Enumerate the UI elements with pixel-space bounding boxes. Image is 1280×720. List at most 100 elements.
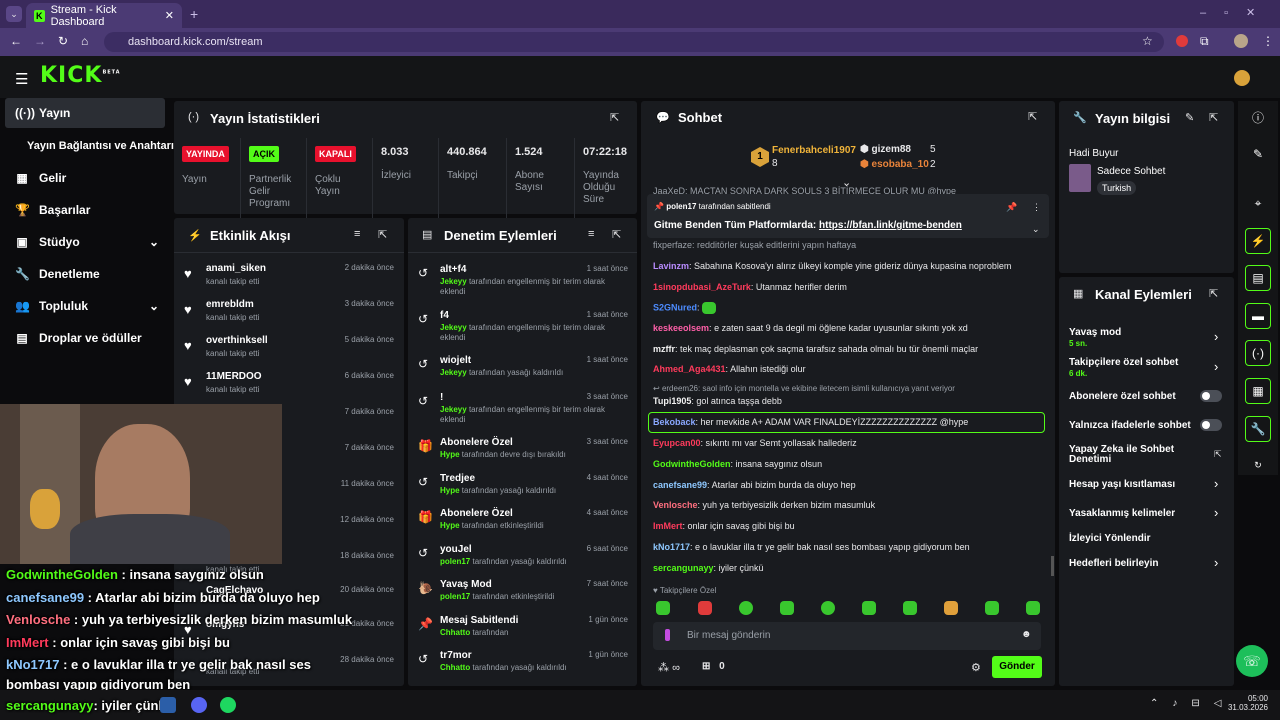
reset-icon[interactable]: ↻ <box>1254 459 1262 470</box>
mod-user[interactable]: Hype <box>440 486 460 495</box>
set-goals[interactable]: Hedefleri belirleyin <box>1069 558 1159 569</box>
mod-user[interactable]: Jekeyy <box>440 368 467 377</box>
unpin-icon[interactable]: 📌 <box>1006 202 1018 212</box>
chat-username[interactable]: keskeeolsem <box>653 323 710 333</box>
chat-username[interactable]: Venlosche <box>653 500 698 510</box>
chat-input[interactable]: Bir mesaj gönderin ☻ <box>653 622 1041 650</box>
chevron-down-icon[interactable]: ⌄ <box>1032 224 1040 234</box>
url-field[interactable]: dashboard.kick.com/stream <box>104 32 1164 52</box>
clock[interactable]: 05:00 31.03.2026 <box>1228 694 1268 712</box>
top-gifter-2[interactable]: ⬢ gizem88 <box>860 144 911 155</box>
menu-icon[interactable]: ⋮ <box>1262 34 1274 48</box>
extensions-icon[interactable]: ⧉ <box>1200 34 1209 48</box>
nav-item-gelir[interactable]: ▦ Gelir <box>5 163 165 193</box>
mod-user[interactable]: Jekeyy <box>440 323 467 332</box>
chevron-right-icon[interactable]: › <box>1214 359 1219 374</box>
mod-user[interactable]: Chhatto <box>440 663 471 672</box>
gear-icon[interactable]: ⚙ <box>971 662 981 674</box>
emote-icon[interactable] <box>656 601 670 615</box>
nav-item-basarilar[interactable]: 🏆 Başarılar <box>5 195 165 225</box>
tab-search-icon[interactable]: ⌄ <box>6 6 22 22</box>
chat-username[interactable]: Lavinzm <box>653 261 690 271</box>
filter-icon[interactable]: ≡ <box>354 228 361 240</box>
chat-username[interactable]: 1sinopdubasi_AzeTurk <box>653 282 751 292</box>
chat-username[interactable]: ImMert <box>653 521 683 531</box>
kick-logo[interactable]: KICKBETA <box>40 63 121 88</box>
activity-user[interactable]: emrebldm <box>206 299 254 310</box>
close-icon[interactable]: ✕ <box>164 10 174 22</box>
chat-username[interactable]: Bekoback <box>653 417 696 427</box>
top-gifter-name[interactable]: Fenerbahceli1907 <box>772 145 856 156</box>
subscribers-only-toggle[interactable] <box>1200 390 1222 402</box>
ai-moderation[interactable]: Yapay Zeka ile Sohbet Denetimi <box>1069 444 1175 465</box>
wrench-icon[interactable]: 🔧 <box>1245 416 1271 442</box>
taskbar-app-icon[interactable] <box>160 697 176 713</box>
more-icon[interactable]: ⋮ <box>1032 202 1041 212</box>
bookmark-star-icon[interactable]: ☆ <box>1142 34 1153 48</box>
chat-username[interactable]: Eyupcan00 <box>653 438 701 448</box>
window-controls[interactable]: –▫✕ <box>1200 7 1274 19</box>
nav-item-denetleme[interactable]: 🔧 Denetleme <box>5 259 165 289</box>
popout-icon[interactable]: ⇱ <box>1209 112 1219 124</box>
chevron-right-icon[interactable]: › <box>1214 476 1219 491</box>
mod-user[interactable]: Jekeyy <box>440 277 467 286</box>
user-avatar[interactable] <box>1234 70 1250 86</box>
edit-icon[interactable]: ✎ <box>1252 147 1264 161</box>
chevron-right-icon[interactable]: › <box>1214 505 1219 520</box>
mod-user[interactable]: Hype <box>440 521 460 530</box>
top-gifter-3[interactable]: ⬢ esobaba_10 <box>860 159 929 170</box>
chat-username[interactable]: canefsane99 <box>653 480 708 490</box>
nav-item-topluluk[interactable]: 👥 Topluluk ⌄ <box>5 291 165 321</box>
chevron-down-icon[interactable]: ⌄ <box>842 177 852 189</box>
emote-icon[interactable] <box>1026 601 1040 615</box>
external-link-icon[interactable]: ⇱ <box>1214 449 1222 459</box>
mod-user[interactable]: Hype <box>440 450 460 459</box>
chevron-right-icon[interactable]: › <box>1214 555 1219 570</box>
activity-user[interactable]: CagElchavo <box>206 585 264 596</box>
info-icon[interactable]: ⓘ <box>1251 110 1264 125</box>
emote-icon[interactable] <box>903 601 917 615</box>
emote-icon[interactable] <box>821 601 835 615</box>
edit-icon[interactable]: ✎ <box>1185 112 1195 124</box>
extension-icon[interactable] <box>1176 35 1188 47</box>
pinned-message[interactable] <box>647 194 1049 238</box>
home-icon[interactable]: ⌂ <box>81 34 89 48</box>
account-age-restriction[interactable]: Hesap yaşı kısıtlaması <box>1069 479 1176 490</box>
chevron-right-icon[interactable]: › <box>1214 329 1219 344</box>
profile-avatar[interactable] <box>1234 34 1248 48</box>
support-icon[interactable]: ☏ <box>1236 645 1268 677</box>
emote-icon[interactable] <box>739 601 753 615</box>
reload-icon[interactable]: ↻ <box>58 34 69 48</box>
chat-scrollbar[interactable] <box>1051 556 1054 576</box>
forward-icon[interactable]: → <box>34 34 46 48</box>
nav-item-stream-key[interactable]: Yayın Bağlantısı ve Anahtarı <box>5 131 175 161</box>
emote-icon[interactable] <box>944 601 958 615</box>
browser-tab[interactable]: K Stream - Kick Dashboard ✕ <box>26 3 182 28</box>
followers-only-chat[interactable]: Takipçilere özel sohbet 6 dk. <box>1069 357 1178 379</box>
emote-icon[interactable] <box>698 601 712 615</box>
chat-username[interactable]: Tupi1905 <box>653 396 692 406</box>
popout-icon[interactable]: ⇱ <box>1028 111 1038 123</box>
mod-user[interactable]: polen17 <box>440 592 471 601</box>
grid-icon[interactable]: ▦ <box>1245 378 1271 404</box>
radio-icon[interactable]: (·) <box>1245 340 1271 366</box>
pinned-link[interactable]: https://bfan.link/gitme-benden <box>819 220 962 231</box>
chat-username[interactable]: S2GNured <box>653 302 698 313</box>
stream-category[interactable]: Sadece Sohbet <box>1097 166 1166 177</box>
popout-icon[interactable]: ⇱ <box>378 229 388 241</box>
filter-icon[interactable]: ≡ <box>588 228 595 240</box>
focus-icon[interactable]: ⌖ <box>1254 195 1262 210</box>
document-icon[interactable]: ▤ <box>1245 265 1271 291</box>
emote-icon[interactable] <box>985 601 999 615</box>
slow-mode[interactable]: Yavaş mod 5 sn. <box>1069 327 1121 349</box>
activity-user[interactable]: omgyns <box>206 619 245 630</box>
mod-user[interactable]: polen17 <box>440 557 471 566</box>
chat-username[interactable]: kNo1717 <box>653 542 691 552</box>
spotify-icon[interactable] <box>220 697 236 713</box>
chat-username[interactable]: mzffr <box>653 344 675 354</box>
system-tray[interactable]: ⌃♪⊟◁ <box>1150 698 1236 709</box>
gift-counter[interactable]: ⊞ 0 <box>702 661 725 672</box>
chat-username[interactable]: sercangunayy <box>653 563 714 573</box>
popout-icon[interactable]: ⇱ <box>1209 288 1219 300</box>
nav-item-droplar[interactable]: ▤ Droplar ve ödüller <box>5 323 165 353</box>
